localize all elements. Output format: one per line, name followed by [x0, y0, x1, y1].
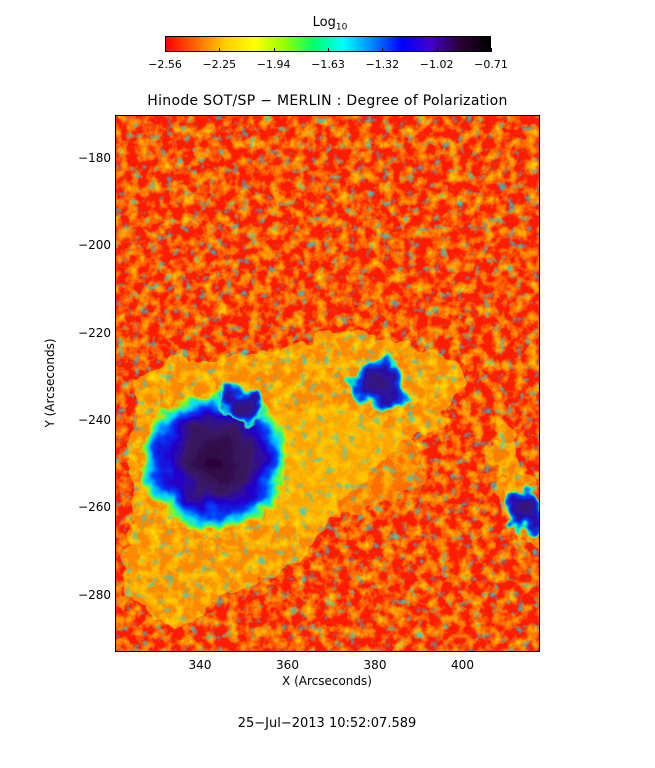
colorbar-tick-label: −1.63	[311, 58, 345, 71]
colorbar-tick-label: −1.02	[419, 58, 454, 71]
y-tick-label: −280	[78, 587, 111, 602]
colorbar-tick-label: −1.32	[365, 58, 400, 71]
plot-title: Hinode SOT/SP − MERLIN : Degree of Polar…	[147, 93, 508, 109]
colorbar-tick-label: −2.56	[148, 58, 182, 71]
colorbar-tick-label: −1.94	[256, 58, 291, 71]
x-axis-label: X (Arcseconds)	[282, 674, 372, 688]
y-tick-label: −200	[78, 238, 111, 253]
colorbar-tick-mark	[273, 48, 275, 52]
colorbar-tick-mark	[491, 48, 492, 52]
colorbar-tick-mark	[382, 48, 384, 52]
colorbar-tick-label: −0.71	[474, 58, 508, 71]
large-sunspot	[141, 391, 291, 531]
y-tick-label: −220	[78, 325, 111, 340]
x-tick-label: 360	[276, 658, 299, 672]
y-axis-label: Y (Arcseconds)	[43, 338, 57, 428]
colorbar-tick-mark	[436, 48, 438, 52]
x-tick-label: 400	[451, 658, 474, 672]
polarization-map[interactable]	[115, 115, 540, 652]
x-tick-label: 340	[188, 658, 212, 672]
polarization-image	[116, 116, 539, 651]
colorbar-title: Log10	[312, 15, 348, 33]
x-tick-label: 380	[363, 658, 387, 672]
timestamp: 25−Jul−2013 10:52:07.589	[237, 716, 417, 731]
colorbar-tick-mark	[165, 48, 166, 52]
small-sunspot	[349, 358, 409, 410]
colorbar-tick-mark	[219, 48, 221, 52]
y-tick-label: −240	[78, 412, 111, 427]
colorbar-tick-label: −2.25	[202, 58, 237, 71]
y-tick-label: −180	[78, 151, 111, 165]
y-tick-label: −260	[78, 500, 111, 515]
colorbar-tick-mark	[328, 48, 329, 52]
